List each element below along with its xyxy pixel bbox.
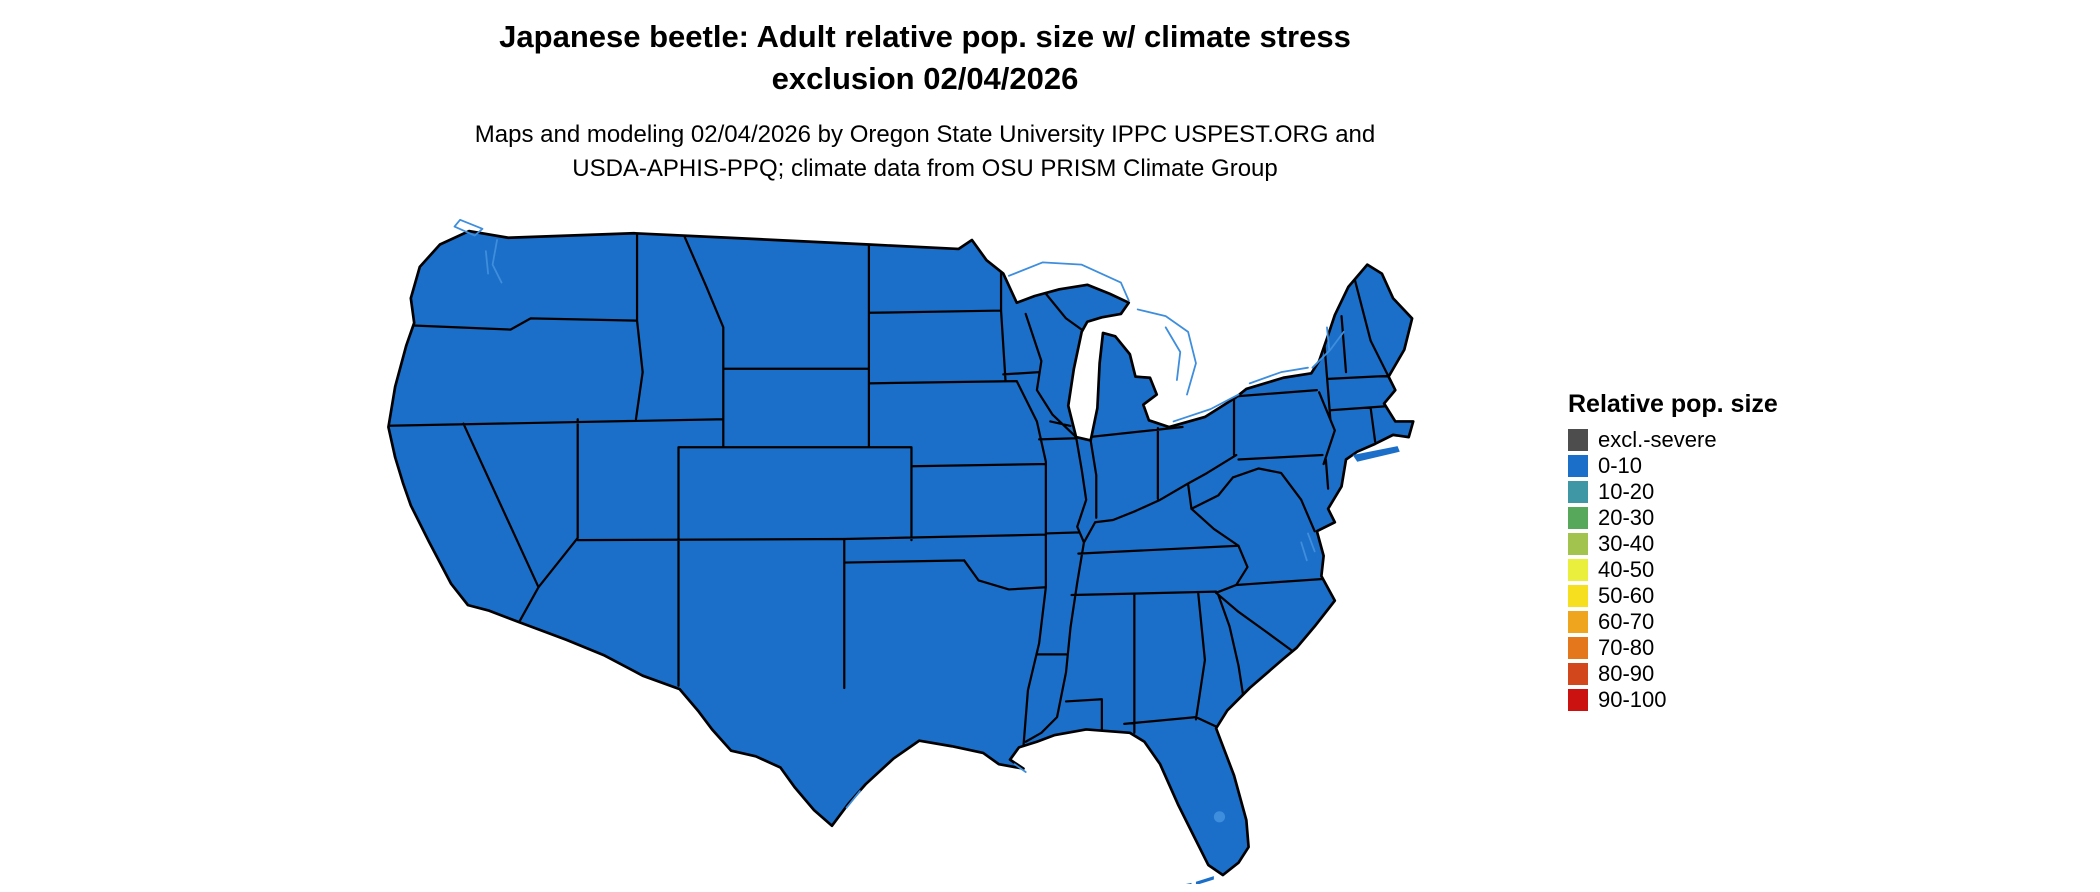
- legend-entry-label: 20-30: [1598, 505, 1655, 530]
- subtitle-line-2: USDA-APHIS-PPQ; climate data from OSU PR…: [572, 155, 1278, 182]
- legend-swatch: [1568, 533, 1588, 555]
- subtitle-line-1: Maps and modeling 02/04/2026 by Oregon S…: [474, 121, 1376, 148]
- legend-entry: 60-70: [1568, 611, 1868, 633]
- lake-erie-north-shore: [1172, 393, 1240, 423]
- us-outline: [387, 229, 1415, 877]
- legend-swatch: [1568, 663, 1588, 685]
- lake-okeechobee: [1213, 811, 1226, 823]
- legend-entry-label: excl.-severe: [1598, 427, 1717, 452]
- legend-swatch: [1568, 637, 1588, 659]
- legend-entry-label: 80-90: [1598, 661, 1655, 686]
- long-island: [1352, 446, 1400, 462]
- legend-entry-label: 70-80: [1598, 635, 1655, 660]
- texas-lagoon: [845, 790, 861, 809]
- legend-entries: excl.-severe 0-10 10-20 20-30 30-40 40-50 50-6…: [1568, 429, 1868, 711]
- map-title: Japanese beetle: Adult relative pop. siz…: [260, 16, 1590, 100]
- st-lawrence-river: [1311, 330, 1345, 369]
- legend-swatch: [1568, 559, 1588, 581]
- water-features: [453, 218, 1345, 809]
- legend-swatch: [1568, 611, 1588, 633]
- legend-entry-label: 30-40: [1598, 531, 1655, 556]
- puget-sound-water: [484, 239, 503, 284]
- legend-entry: 50-60: [1568, 585, 1868, 607]
- legend-entry-label: 90-100: [1598, 687, 1667, 712]
- legend-entry: 10-20: [1568, 481, 1868, 503]
- legend-entry-label: 40-50: [1598, 557, 1655, 582]
- state-borders: [388, 232, 1397, 748]
- title-line-1: Japanese beetle: Adult relative pop. siz…: [499, 19, 1351, 54]
- florida-keys-islands: [1180, 876, 1214, 889]
- legend-entry: 90-100: [1568, 689, 1868, 711]
- legend: Relative pop. size excl.-severe 0-10 10-20…: [1568, 390, 1868, 715]
- vancouver-island: [453, 218, 484, 237]
- legend-swatch: [1568, 689, 1588, 711]
- map-subtitle: Maps and modeling 02/04/2026 by Oregon S…: [260, 118, 1590, 186]
- title-line-2: exclusion 02/04/2026: [771, 61, 1079, 96]
- legend-entry-label: 60-70: [1598, 609, 1655, 634]
- legend-entry: 40-50: [1568, 559, 1868, 581]
- legend-entry: 0-10: [1568, 455, 1868, 477]
- legend-entry-label: 50-60: [1598, 583, 1655, 608]
- legend-entry: 30-40: [1568, 533, 1868, 555]
- legend-entry-label: 0-10: [1598, 453, 1643, 478]
- legend-swatch: [1568, 455, 1588, 477]
- lake-superior-north-shore: [1008, 261, 1130, 302]
- mississippi-delta-water: [1013, 763, 1027, 773]
- chesapeake-inlets: [1300, 532, 1316, 562]
- us-map: [305, 212, 1500, 889]
- us-map-svg: [387, 218, 1415, 889]
- legend-swatch: [1568, 585, 1588, 607]
- lake-huron-georgian-bay: [1136, 308, 1197, 396]
- legend-swatch: [1568, 481, 1588, 503]
- legend-title: Relative pop. size: [1568, 390, 1778, 418]
- legend-entry-label: 10-20: [1598, 479, 1655, 504]
- legend-entry: 20-30: [1568, 507, 1868, 529]
- lake-ontario-north-shore: [1248, 366, 1309, 385]
- legend-entry: 80-90: [1568, 663, 1868, 685]
- legend-entry: excl.-severe: [1568, 429, 1868, 451]
- legend-swatch: [1568, 507, 1588, 529]
- legend-entry: 70-80: [1568, 637, 1868, 659]
- legend-swatch: [1568, 429, 1588, 451]
- lake-champlain: [1326, 326, 1331, 351]
